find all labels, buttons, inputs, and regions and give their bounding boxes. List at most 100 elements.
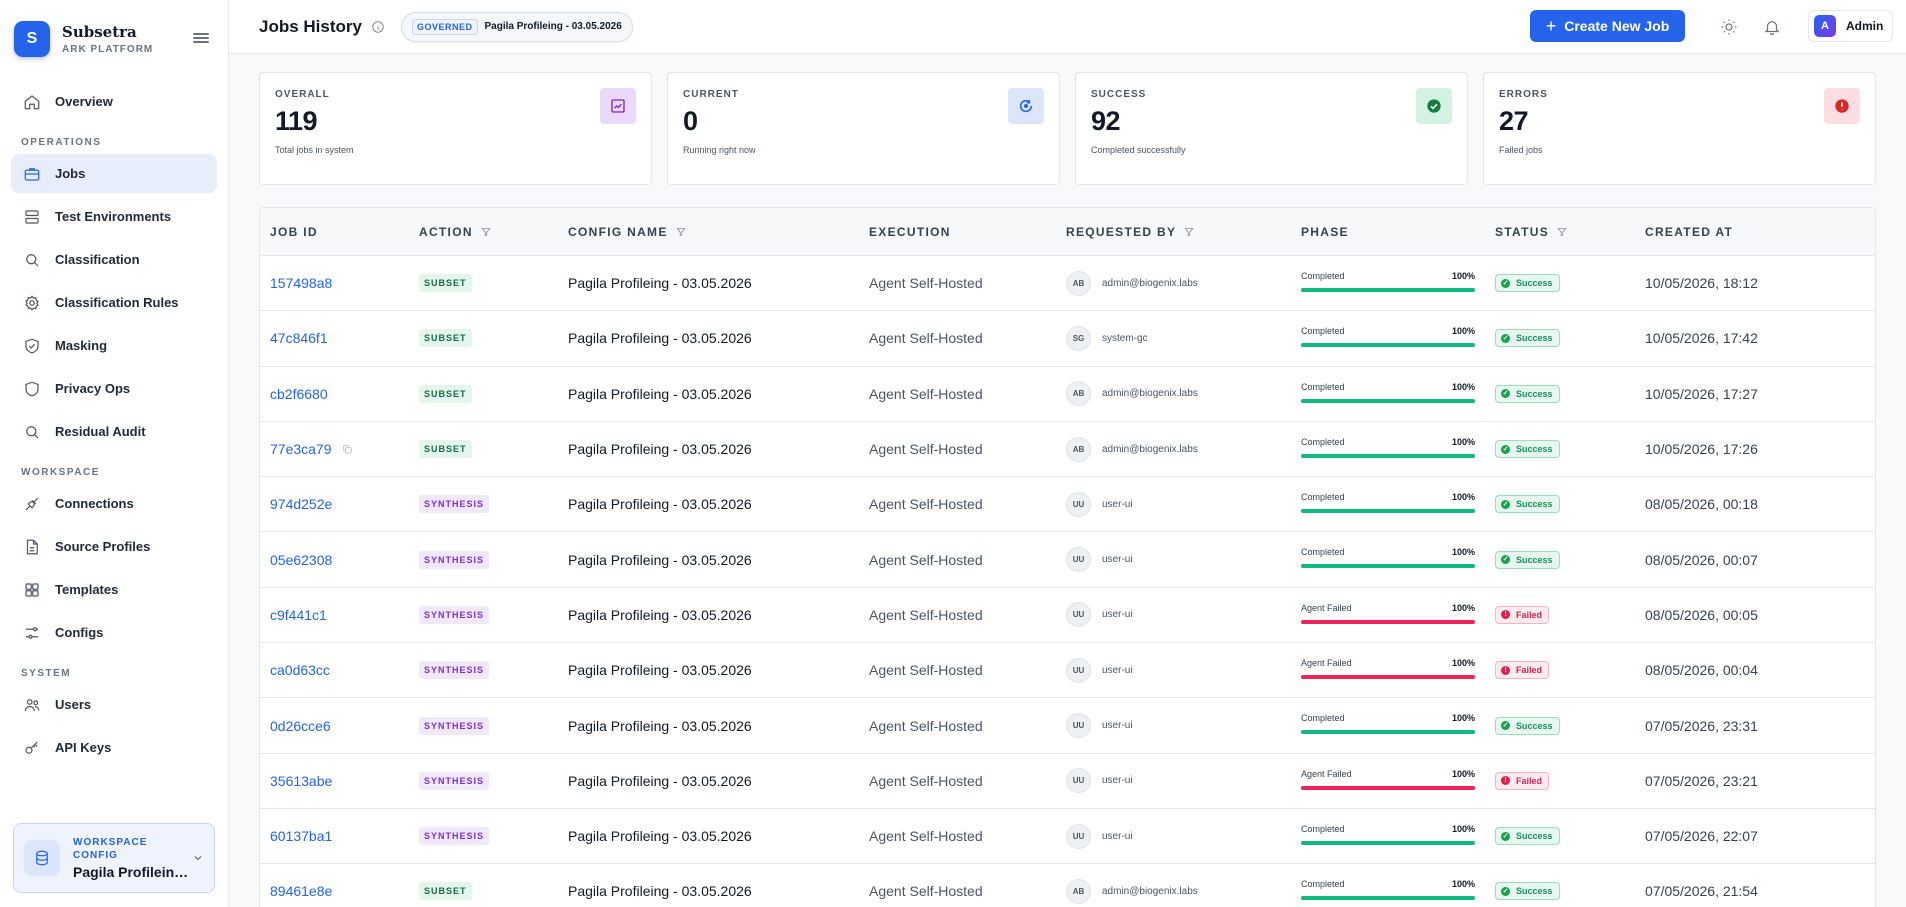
filter-icon[interactable] [1184,227,1194,237]
database-icon [24,840,60,876]
sidebar-item-classification[interactable]: Classification [11,240,217,279]
sidebar-item-privacy-ops[interactable]: Privacy Ops [11,369,217,408]
status-badge: ! Failed [1495,771,1550,790]
phase-percent: 100% [1451,658,1475,669]
sidebar-item-masking[interactable]: Masking [11,326,217,365]
job-id-link[interactable]: 47c846f1 [270,330,328,347]
sidebar-item-overview[interactable]: Overview [11,82,217,121]
phase-progress: Completed 100% [1301,713,1475,735]
action-badge: SYNTHESIS [419,605,490,624]
job-id-link[interactable]: 0d26cce6 [270,717,331,734]
job-id-link[interactable]: 77e3ca79 [270,441,332,458]
sidebar-item-test-environments[interactable]: Test Environments [11,197,217,236]
table-row[interactable]: cb2f6680 SUBSET Pagila Profileing - 03.0… [260,367,1875,422]
governed-config-pill[interactable]: GOVERNED Pagila Profileing - 03.05.2026 [400,11,633,42]
requested-by: admin@biogenix.labs [1102,443,1198,455]
job-id-link[interactable]: 05e62308 [270,551,333,568]
table-row[interactable]: 157498a8 SUBSET Pagila Profileing - 03.0… [260,256,1875,312]
job-id-link[interactable]: c9f441c1 [270,606,327,623]
job-id-link[interactable]: 35613abe [270,772,333,789]
job-id-link[interactable]: 157498a8 [270,275,333,292]
column-header-action[interactable]: ACTION [419,208,491,256]
phase-progress: Agent Failed 100% [1301,603,1475,624]
status-badge: ✓ Success [1495,882,1560,901]
column-header-status[interactable]: STATUS [1495,208,1567,256]
check-icon: ✓ [1501,886,1510,896]
config-name: Pagila Profileing - 03.05.2026 [568,606,752,623]
stat-label: OVERALL [275,89,330,100]
job-id-link[interactable]: ca0d63cc [270,662,330,679]
created-at: 10/05/2026, 17:42 [1645,330,1758,347]
sidebar-item-residual-audit[interactable]: Residual Audit [11,412,217,451]
status-badge: ✓ Success [1495,329,1560,348]
page-header: Jobs History GOVERNED Pagila Profileing … [229,0,1906,54]
sidebar-item-configs[interactable]: Configs [11,613,217,652]
sidebar-item-classification-rules[interactable]: Classification Rules [11,283,217,322]
table-row[interactable]: 0d26cce6 SYNTHESIS Pagila Profileing - 0… [260,698,1875,754]
job-id-link[interactable]: cb2f6680 [270,385,328,402]
status-badge: ✓ Success [1495,274,1560,293]
action-badge: SYNTHESIS [419,495,490,514]
avatar: A [1814,15,1836,37]
user-menu[interactable]: A Admin [1808,10,1894,42]
sidebar-item-connections[interactable]: Connections [11,484,217,523]
sidebar-item-users[interactable]: Users [11,685,217,724]
workspace-config-selector[interactable]: WORKSPACE CONFIG Pagila Profileing - 03.… [13,823,215,893]
created-at: 08/05/2026, 00:05 [1645,606,1758,623]
jobs-table: JOB ID ACTION CONFIG NAME EXECUTION REQUESTE… [259,207,1876,907]
column-header-config-name[interactable]: CONFIG NAME [568,208,686,256]
menu-icon[interactable] [193,31,209,47]
table-row[interactable]: 35613abe SYNTHESIS Pagila Profileing - 0… [260,754,1875,809]
table-row[interactable]: 77e3ca79 SUBSET Pagila Profileing - 03.0… [260,422,1875,478]
action-badge: SYNTHESIS [419,550,490,569]
avatar: SG [1066,325,1091,351]
table-row[interactable]: 60137ba1 SYNTHESIS Pagila Profileing - 0… [260,809,1875,865]
table-body: 157498a8 SUBSET Pagila Profileing - 03.0… [260,256,1875,907]
job-id-link[interactable]: 974d252e [270,496,333,513]
action-badge: SYNTHESIS [419,716,490,735]
progress-bar [1301,509,1475,514]
avatar: AB [1066,270,1091,296]
avatar: AB [1066,436,1091,462]
settings-icon [25,294,39,311]
alert-icon: ! [1501,665,1510,675]
table-row[interactable]: 47c846f1 SUBSET Pagila Profileing - 03.0… [260,311,1875,367]
server-icon [25,209,39,224]
job-id-link[interactable]: 60137ba1 [270,828,333,845]
column-header-requested-by[interactable]: REQUESTED BY [1066,208,1194,256]
bell-icon[interactable] [1763,18,1781,36]
requested-by: user-ui [1102,720,1133,732]
action-badge: SUBSET [419,329,472,348]
job-id-link[interactable]: 89461e8e [270,883,333,900]
progress-bar [1301,785,1475,790]
stat-card-overall: OVERALL 119 Total jobs in system [259,72,652,185]
table-row[interactable]: ca0d63cc SYNTHESIS Pagila Profileing - 0… [260,643,1875,699]
sidebar-item-templates[interactable]: Templates [11,570,217,609]
config-name: Pagila Profileing - 03.05.2026 [568,772,752,789]
table-row[interactable]: c9f441c1 SYNTHESIS Pagila Profileing - 0… [260,588,1875,644]
sidebar-item-api-keys[interactable]: API Keys [11,728,217,767]
sidebar-item-source-profiles[interactable]: Source Profiles [11,527,217,566]
action-badge: SUBSET [419,882,472,901]
check-icon: ✓ [1501,278,1510,288]
info-icon[interactable] [371,20,385,34]
config-name: Pagila Profileing - 03.05.2026 [568,717,752,734]
filter-icon[interactable] [481,227,491,237]
sun-icon[interactable] [1720,18,1738,36]
sidebar-item-jobs[interactable]: Jobs [11,154,217,193]
table-row[interactable]: 05e62308 SYNTHESIS Pagila Profileing - 0… [260,532,1875,588]
created-at: 10/05/2026, 17:27 [1645,385,1758,402]
status-label: Success [1516,831,1553,842]
table-row[interactable]: 974d252e SYNTHESIS Pagila Profileing - 0… [260,477,1875,533]
table-header: JOB ID ACTION CONFIG NAME EXECUTION REQUESTE… [260,208,1875,256]
brand-subtitle: ARK PLATFORM [62,44,154,55]
create-new-job-button[interactable]: + Create New Job [1530,10,1685,42]
copy-icon[interactable] [342,444,353,455]
progress-bar [1301,619,1475,624]
table-row[interactable]: 89461e8e SUBSET Pagila Profileing - 03.0… [260,864,1875,907]
sidebar-item-label: Overview [55,94,113,109]
phase-label: Completed [1301,436,1345,447]
status-label: Success [1516,278,1553,289]
filter-icon[interactable] [676,227,686,237]
filter-icon[interactable] [1557,227,1567,237]
